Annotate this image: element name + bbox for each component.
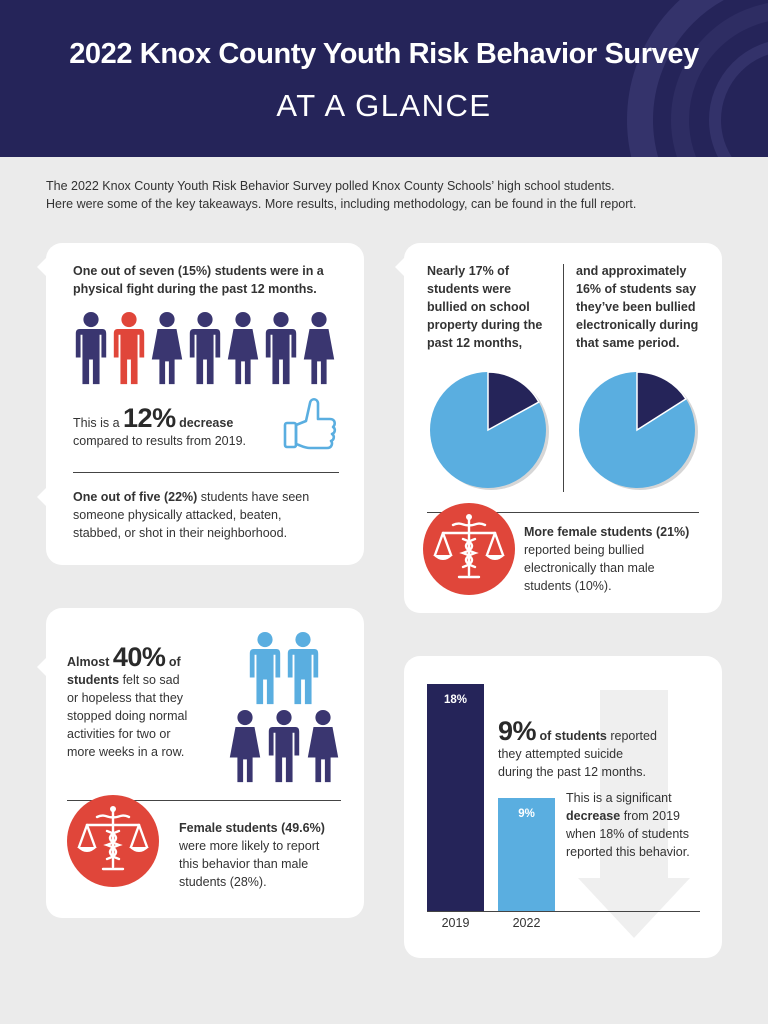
sad-almost: Almost xyxy=(67,655,110,669)
sad-statement: Almost 40% of students felt so sad or ho… xyxy=(67,644,217,761)
bar-value-label: 18% xyxy=(443,694,468,706)
female-bullied-line: electronically than male xyxy=(524,561,655,575)
female-sad-line: were more likely to report xyxy=(179,839,320,853)
pie-slice-bullied xyxy=(636,371,688,432)
female-sad-line: this behavior than male xyxy=(179,857,309,871)
female-sad-bold: Female students (49.6%) xyxy=(179,821,325,835)
witness-line-2: someone physically attacked, beaten, xyxy=(73,508,282,522)
suicide-statement: 9% of students reported they attempted s… xyxy=(498,718,708,781)
sad-line: activities for two or xyxy=(67,727,171,741)
sad-of: of xyxy=(168,655,181,669)
page-subtitle: AT A GLANCE xyxy=(276,88,492,123)
female-bullied-bold: More female students (21%) xyxy=(524,525,690,539)
sad-percent: 40% xyxy=(112,642,166,672)
card-tail xyxy=(37,488,46,506)
decrease-pre: This is a xyxy=(73,416,120,430)
bullied-right-line: they’ve been bullied xyxy=(576,300,696,314)
pie-chart-school-bullying xyxy=(430,371,549,490)
bullied-electronic-text: and approximately 16% of students say th… xyxy=(576,262,716,352)
witness-bold: One out of five (22%) xyxy=(73,490,198,504)
intro-text: The 2022 Knox County Youth Risk Behavior… xyxy=(46,177,736,213)
person-icon xyxy=(284,630,322,713)
suicide-of-students: of students xyxy=(536,729,607,743)
bullied-right-line: that same period. xyxy=(576,336,680,350)
divider xyxy=(427,512,699,513)
person-icon xyxy=(262,310,300,393)
sad-line: more weeks in a row. xyxy=(67,745,185,759)
sig-line-3: when 18% of students xyxy=(566,827,689,841)
card-tail xyxy=(395,258,404,276)
suicide-line-2: they attempted suicide xyxy=(498,747,624,761)
card-tail xyxy=(37,258,46,276)
sad-students: students xyxy=(67,673,120,687)
bullied-school-text: Nearly 17% of students were bullied on s… xyxy=(427,262,562,352)
decrease-percent: 12% xyxy=(123,403,176,433)
divider xyxy=(73,472,339,473)
bar-value-label: 9% xyxy=(518,807,535,820)
thumbs-up-icon xyxy=(283,397,337,450)
person-icon xyxy=(300,310,338,393)
bullied-right-line: 16% of students say xyxy=(576,282,697,296)
female-bullied-text: More female students (21%) reported bein… xyxy=(524,523,714,595)
decrease-statement: This is a 12% decrease compared to resul… xyxy=(73,405,293,450)
person-icon xyxy=(186,310,224,393)
divider xyxy=(67,800,341,801)
person-icon xyxy=(226,708,264,791)
bullied-right-line: electronically during xyxy=(576,318,699,332)
decorative-arcs xyxy=(627,0,768,157)
decrease-line-2: compared to results from 2019. xyxy=(73,434,246,448)
witness-statement: One out of five (22%) students have seen… xyxy=(73,488,348,542)
person-icon xyxy=(224,310,262,393)
intro-line-1: The 2022 Knox County Youth Risk Behavior… xyxy=(46,179,615,193)
person-icon xyxy=(265,708,303,791)
sad-line: stopped doing normal xyxy=(67,709,188,723)
bullied-left-line: property during the xyxy=(427,318,543,332)
sad-line: felt so sad xyxy=(119,673,180,687)
suicide-percent: 9% xyxy=(498,716,537,746)
scales-caduceus-icon xyxy=(423,503,515,595)
sig-line-4: reported this behavior. xyxy=(566,845,690,859)
card-tail xyxy=(37,658,46,676)
significant-decrease-text: This is a significant decrease from 2019… xyxy=(566,789,711,861)
suicide-reported: reported xyxy=(606,729,657,743)
x-tick-label: 2019 xyxy=(441,916,470,930)
bullied-left-line: past 12 months, xyxy=(427,336,523,350)
header-banner: 2022 Knox County Youth Risk Behavior Sur… xyxy=(0,0,768,157)
pie-slice-bullied xyxy=(487,371,540,432)
sad-line: or hopeless that they xyxy=(67,691,184,705)
person-icon xyxy=(148,310,186,393)
intro-line-2: Here were some of the key takeaways. Mor… xyxy=(46,197,637,211)
page-title: 2022 Knox County Youth Risk Behavior Sur… xyxy=(69,38,699,70)
sig-line-2: from 2019 xyxy=(620,809,680,823)
bullied-left-line: bullied on school xyxy=(427,300,530,314)
person-icon xyxy=(72,310,110,393)
x-tick-label: 2022 xyxy=(512,916,541,930)
person-icon xyxy=(246,630,284,713)
person-icon xyxy=(304,708,342,791)
suicide-line-3: during the past 12 months. xyxy=(498,765,647,779)
bar-2022 xyxy=(498,797,555,911)
sig-line-1: This is a significant xyxy=(566,791,672,805)
female-sad-text: Female students (49.6%) were more likely… xyxy=(179,819,359,891)
fight-statement: One out of seven (15%) students were in … xyxy=(73,264,324,296)
bullied-left-line: students were xyxy=(427,282,512,296)
vertical-divider xyxy=(563,264,564,492)
pie-chart-electronic-bullying xyxy=(579,371,698,490)
bullied-left-line: Nearly 17% of xyxy=(427,264,509,278)
female-sad-line: students (28%). xyxy=(179,875,267,889)
female-bullied-line: students (10%). xyxy=(524,579,612,593)
decrease-word: decrease xyxy=(179,416,234,430)
witness-rest: students have seen xyxy=(197,490,310,504)
scales-caduceus-icon xyxy=(67,795,159,887)
down-arrow-icon xyxy=(578,690,690,938)
bar-2019 xyxy=(427,684,484,911)
bullied-right-line: and approximately xyxy=(576,264,687,278)
sig-decrease: decrease xyxy=(566,809,621,823)
witness-line-3: stabbed, or shot in their neighborhood. xyxy=(73,526,288,540)
person-icon-highlighted xyxy=(110,310,148,393)
chart-baseline xyxy=(427,911,700,912)
female-bullied-line: reported being bullied xyxy=(524,543,645,557)
